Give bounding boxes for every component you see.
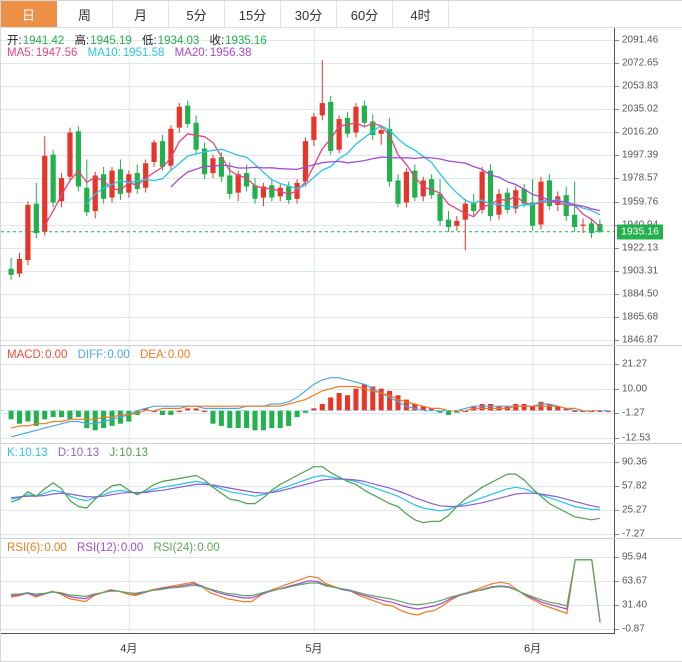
axis-tick xyxy=(615,340,619,341)
axis-tick xyxy=(615,581,619,582)
axis-tick xyxy=(615,294,619,295)
macd-axis-line xyxy=(614,346,615,443)
price-axis-line xyxy=(614,28,615,345)
tab-30min[interactable]: 30分 xyxy=(281,1,337,27)
kdj-plot[interactable] xyxy=(1,444,615,538)
tab-label: 周 xyxy=(77,7,91,23)
axis-label: -12.53 xyxy=(622,432,651,444)
panel-divider xyxy=(1,538,682,539)
axis-tick xyxy=(615,462,619,463)
time-axis-label: 5月 xyxy=(305,643,323,655)
macd-panel: 21.27 10.00 -1.27 -12.53 MACD:0.00 DIFF:0.0… xyxy=(1,346,682,444)
tab-label: 4时 xyxy=(410,7,431,23)
axis-tick xyxy=(615,40,619,41)
axis-tick xyxy=(615,534,619,535)
tab-5min[interactable]: 5分 xyxy=(169,1,225,27)
axis-tick xyxy=(615,271,619,272)
axis-label: -0.87 xyxy=(622,623,645,635)
tab-label: 日 xyxy=(21,7,35,23)
axis-label: 2053.83 xyxy=(622,80,659,92)
axis-tick xyxy=(615,413,619,414)
axis-label: -7.27 xyxy=(622,528,645,540)
axis-tick xyxy=(615,438,619,439)
candlestick-plot[interactable] xyxy=(1,28,615,345)
axis-label: 2016.20 xyxy=(622,126,659,138)
axis-label: 25.27 xyxy=(622,504,648,516)
axis-tick xyxy=(615,178,619,179)
rsi-axis: 95.94 63.67 31.40 -0.87 xyxy=(615,539,682,635)
axis-tick xyxy=(615,389,619,390)
tab-label: 60分 xyxy=(350,7,379,23)
axis-tick xyxy=(615,364,619,365)
rsi-plot[interactable] xyxy=(1,539,615,633)
axis-label: 1997.39 xyxy=(622,149,659,161)
panel-divider xyxy=(1,345,682,346)
axis-tick xyxy=(615,557,619,558)
time-axis-label: 6月 xyxy=(524,643,542,655)
axis-tick xyxy=(615,510,619,511)
axis-label: 10.00 xyxy=(622,383,648,395)
axis-tick xyxy=(615,202,619,203)
tab-label: 30分 xyxy=(294,7,323,23)
axis-tick xyxy=(615,155,619,156)
rsi-axis-line xyxy=(614,539,615,633)
tab-4hour[interactable]: 4时 xyxy=(393,1,449,27)
tab-label: 5分 xyxy=(186,7,207,23)
axis-label: 1884.50 xyxy=(622,288,659,300)
axis-label: 1959.76 xyxy=(622,196,659,208)
tab-15min[interactable]: 15分 xyxy=(225,1,281,27)
macd-axis: 21.27 10.00 -1.27 -12.53 xyxy=(615,346,682,444)
axis-tick xyxy=(615,132,619,133)
kdj-panel: 90.36 57.82 25.27 -7.27 K:10.13 D:10.13 J:1… xyxy=(1,444,682,540)
axis-label: 95.94 xyxy=(622,551,648,563)
axis-label: 2035.02 xyxy=(622,103,659,115)
axis-label: 1903.31 xyxy=(622,265,659,277)
tab-day[interactable]: 日 xyxy=(1,1,57,27)
timeframe-tabbar: 日 周 月 5分 15分 30分 60分 4时 xyxy=(1,1,682,28)
axis-tick xyxy=(615,86,619,87)
tab-label: 月 xyxy=(133,7,147,23)
tabbar-filler xyxy=(449,1,682,27)
axis-label: 2072.65 xyxy=(622,57,659,69)
last-price-badge: 1935.16 xyxy=(617,224,663,240)
axis-label: -1.27 xyxy=(622,407,645,419)
axis-label: 1922.13 xyxy=(622,242,659,254)
price-panel: 2091.46 2072.65 2053.83 2035.02 2016.20 1997.… xyxy=(1,28,682,346)
tab-month[interactable]: 月 xyxy=(113,1,169,27)
axis-label: 2091.46 xyxy=(622,34,659,46)
axis-label: 21.27 xyxy=(622,358,648,370)
axis-tick xyxy=(615,605,619,606)
axis-tick xyxy=(615,629,619,630)
axis-tick xyxy=(615,248,619,249)
axis-label: 90.36 xyxy=(622,456,648,468)
axis-tick xyxy=(615,486,619,487)
tab-week[interactable]: 周 xyxy=(57,1,113,27)
axis-label: 63.67 xyxy=(622,575,648,587)
price-axis: 2091.46 2072.65 2053.83 2035.02 2016.20 1997.… xyxy=(615,28,682,346)
panel-divider xyxy=(1,443,682,444)
axis-label: 57.82 xyxy=(622,480,648,492)
time-axis-line xyxy=(1,633,615,634)
axis-tick xyxy=(615,109,619,110)
axis-label: 1865.68 xyxy=(622,311,659,323)
axis-tick xyxy=(615,63,619,64)
time-axis-label: 4月 xyxy=(120,643,138,655)
axis-label: 31.40 xyxy=(622,599,648,611)
axis-label: 1978.57 xyxy=(622,172,659,184)
axis-tick xyxy=(615,317,619,318)
rsi-panel: 95.94 63.67 31.40 -0.87 RSI(6):0.00 RSI(12)… xyxy=(1,539,682,635)
tab-label: 15分 xyxy=(238,7,267,23)
tab-60min[interactable]: 60分 xyxy=(337,1,393,27)
time-axis: 4月 5月 6月 xyxy=(1,633,682,661)
macd-plot[interactable] xyxy=(1,346,615,443)
axis-label: 1846.87 xyxy=(622,334,659,346)
kdj-axis-line xyxy=(614,444,615,538)
kdj-axis: 90.36 57.82 25.27 -7.27 xyxy=(615,444,682,540)
